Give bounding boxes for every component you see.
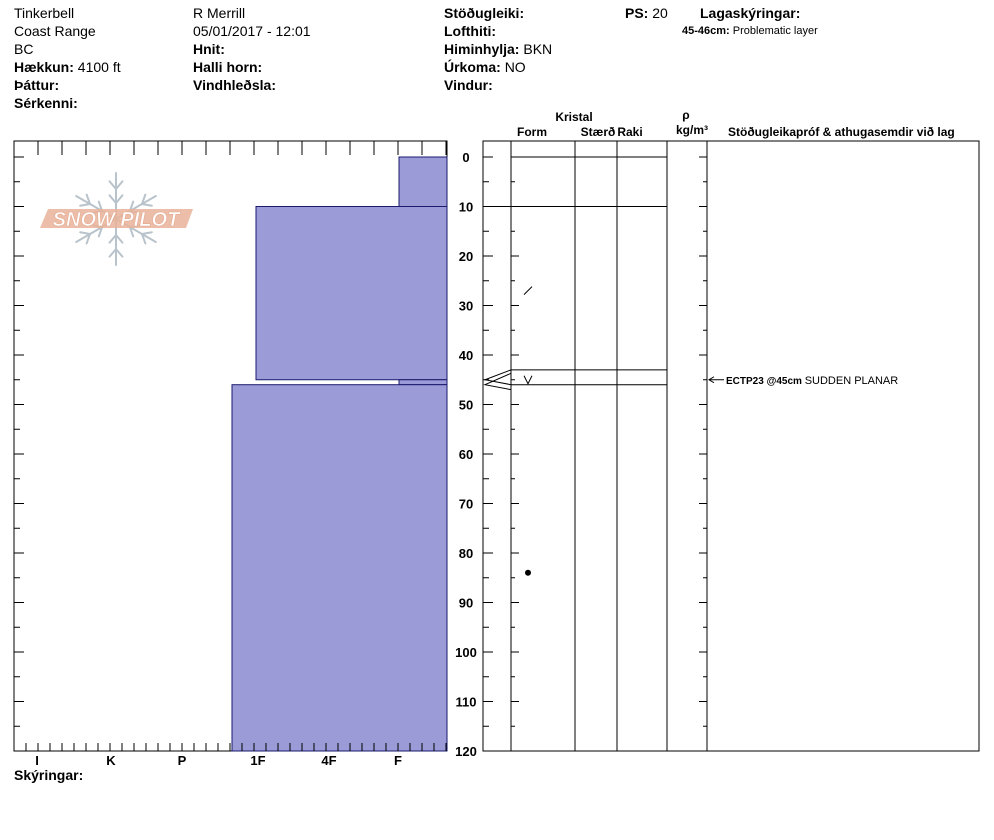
sky-label: Himinhylja: [444, 41, 520, 57]
header-density-unit: kg/m³ [676, 123, 708, 137]
header-col1: Tinkerbell Coast Range BC Hækkun: 4100 f… [14, 4, 121, 112]
observation-datetime: 05/01/2017 - 12:01 [193, 23, 311, 39]
test-arrow-icon [708, 376, 715, 384]
hardness-layer-1 [255, 206, 448, 381]
header-moisture: Raki [617, 125, 642, 139]
wind-loading-row: Vindhleðsla: [193, 76, 311, 94]
hardness-layer-2 [398, 379, 448, 386]
stability-test: ECTP23 @45cm SUDDEN PLANAR [726, 375, 898, 387]
sky-row: Himinhylja: BKN [444, 40, 552, 58]
elevation-value: 4100 ft [77, 59, 121, 75]
hardness-layer-0 [398, 156, 448, 207]
depth-label-100: 100 [455, 645, 477, 660]
hardness-label-P: P [178, 753, 187, 768]
precip-value: NO [504, 59, 526, 75]
header-col2: R Merrill 05/01/2017 - 12:01 Hnit: Halli… [193, 4, 311, 94]
header-col4: PS: 20 [625, 4, 668, 22]
elevation-label: Hækkun: [14, 59, 74, 75]
wind-row: Vindur: [444, 76, 552, 94]
aspect-row: Þáttur: [14, 76, 121, 94]
air-temp-label: Lofthiti: [444, 23, 497, 39]
depth-label-20: 20 [459, 249, 473, 264]
location-name: Tinkerbell [14, 5, 75, 21]
hardness-label-K: K [106, 753, 116, 768]
hardness-label-I: I [35, 753, 39, 768]
depth-label-80: 80 [459, 546, 473, 561]
legend-label: Lagaskýringar: [700, 5, 801, 21]
ps-label: PS: [625, 5, 649, 21]
header-form: Form [517, 125, 547, 139]
test-note: SUDDEN PLANAR [805, 375, 899, 387]
header-comments: Stöðugleikapróf & athugasemdir við lag [728, 125, 955, 139]
precip-label: Úrkoma: [444, 59, 501, 75]
layer-range: 45-46cm: [682, 25, 730, 37]
wind-loading-label: Vindhleðsla: [193, 77, 276, 93]
depth-label-50: 50 [459, 398, 473, 413]
hardness-layer-3 [231, 384, 448, 752]
coords-label: Hnit: [193, 41, 225, 57]
layer-desc: Problematic layer [732, 25, 818, 37]
header-col5: Lagaskýringar: [700, 4, 800, 22]
depth-label-120: 120 [455, 744, 477, 759]
sky-value: BKN [523, 41, 553, 57]
wind-label: Vindur: [444, 77, 493, 93]
depth-label-60: 60 [459, 447, 473, 462]
range-name: Coast Range [14, 23, 96, 39]
logo-banner [40, 209, 193, 228]
air-temp-row: Lofthiti: [444, 22, 552, 40]
header-rho: ρ [682, 108, 689, 122]
features-label: Sérkenni: [14, 95, 78, 111]
state-name: BC [14, 41, 34, 57]
header-col3: Stöðugleiki: Lofthiti: Himinhylja: BKN Ú… [444, 4, 552, 94]
layer-table: Kristal Form Stærð Raki ρkg/m³ Stöðugleikapró… [482, 108, 980, 752]
hardness-label-F: F [394, 753, 402, 768]
ps-value: 20 [652, 5, 668, 21]
problem-layer-connector-2 [483, 372, 512, 391]
snowpilot-logo: SNOW PILOT [40, 172, 193, 266]
coords-row: Hnit: [193, 40, 311, 58]
depth-label-0: 0 [462, 150, 469, 165]
test-code: ECTP23 @45cm [726, 376, 805, 387]
grain-symbol-rounded [525, 569, 531, 576]
depth-label-110: 110 [456, 695, 477, 710]
depth-label-10: 10 [459, 200, 473, 215]
depth-label-40: 40 [459, 348, 473, 363]
hardness-label-4F: 4F [321, 753, 336, 768]
depth-label-90: 90 [459, 596, 473, 611]
grain-symbol-depth-hoar [523, 375, 533, 385]
observer-name: R Merrill [193, 5, 246, 21]
aspect-label: Þáttur: [14, 77, 60, 93]
depth-axis: 0 10 20 30 40 50 60 70 80 90 100 110 120 [455, 150, 477, 759]
precip-row: Úrkoma: NO [444, 58, 552, 76]
header-crystal: Kristal [555, 110, 592, 124]
depth-label-70: 70 [459, 497, 473, 512]
slope-label: Halli horn: [193, 59, 263, 75]
header-size: Stærð [581, 125, 616, 139]
hardness-chart: I K P 1F 4F F [13, 140, 448, 768]
depth-label-30: 30 [459, 299, 473, 314]
features-row: Sérkenni: [14, 94, 121, 112]
stability-row: Stöðugleiki: [444, 4, 552, 22]
stability-label: Stöðugleiki: [444, 5, 525, 21]
slope-row: Halli horn: [193, 58, 311, 76]
elevation-row: Hækkun: 4100 ft [14, 58, 121, 76]
footer-label: Skýringar: [14, 767, 84, 783]
table-frame [482, 140, 980, 752]
grain-symbol-facet [523, 286, 533, 296]
problem-layer-connector [483, 369, 512, 386]
logo-text: SNOW PILOT [53, 209, 181, 231]
hardness-label-1F: 1F [250, 753, 265, 768]
layer-legend-row: 45-46cm: Problematic layer [682, 22, 818, 40]
